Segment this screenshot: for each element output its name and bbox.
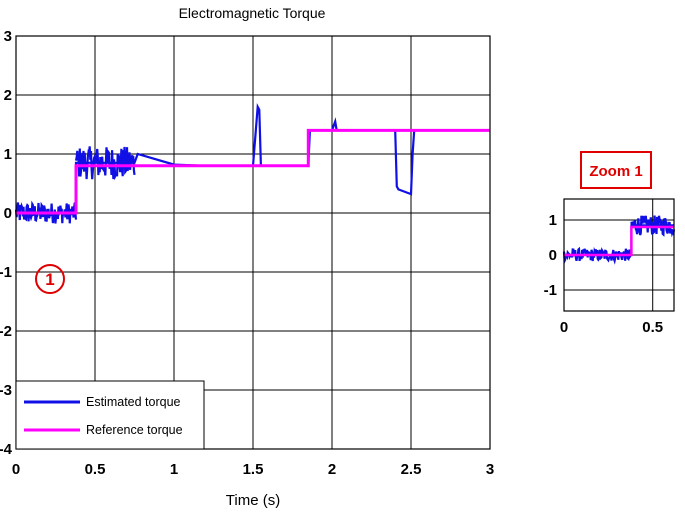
y-tick-label: -2 <box>0 323 12 340</box>
legend-box <box>15 380 205 450</box>
main-series <box>14 102 490 224</box>
x-tick-label: 1 <box>170 461 178 478</box>
legend-label-reference: Reference torque <box>86 423 183 437</box>
y-tick-label: -1 <box>0 264 12 281</box>
x-tick-label: 2 <box>328 461 336 478</box>
x-tick-label: 2.5 <box>401 461 422 478</box>
chart-title: Electromagnetic Torque <box>179 5 326 21</box>
series-reference-torque <box>564 225 674 257</box>
x-tick-label: 3 <box>486 461 494 478</box>
y-tick-label: 1 <box>4 146 12 163</box>
zoom-ticks: 0 0.5 -1 0 1 <box>544 212 663 336</box>
noise-band <box>562 246 633 266</box>
series-line <box>16 128 490 215</box>
zoom-title-box <box>580 151 652 189</box>
y-tick-label: 0 <box>549 247 557 264</box>
y-tick-label: 2 <box>4 87 12 104</box>
zoom-plot-frame <box>563 198 675 312</box>
y-tick-label: -3 <box>0 382 12 399</box>
y-tick-label: -1 <box>544 282 557 299</box>
annotation-1-label: 1 <box>45 270 54 289</box>
x-tick-label: 0.5 <box>642 319 663 336</box>
main-plot-frame <box>15 35 491 450</box>
x-tick-label: 0 <box>12 461 20 478</box>
annotation-1: 1 <box>35 264 65 294</box>
y-tick-label: 1 <box>549 212 557 229</box>
main-ticks: 0 0.5 1 1.5 2 2.5 3 -4 -3 -2 -1 0 1 2 3 <box>0 28 494 478</box>
noise-band <box>630 215 676 238</box>
series-line <box>564 225 674 257</box>
zoom-inset: Zoom 1 0 0.5 -1 0 1 <box>544 151 676 336</box>
y-tick-label: 3 <box>4 28 12 45</box>
legend-label-estimated: Estimated torque <box>86 395 181 409</box>
zoom-series <box>562 215 676 266</box>
x-tick-label: 1.5 <box>243 461 264 478</box>
x-axis-label: Time (s) <box>226 492 280 509</box>
x-tick-label: 0.5 <box>85 461 106 478</box>
series-reference-torque <box>16 128 490 215</box>
x-tick-label: 0 <box>560 319 568 336</box>
y-tick-label: -4 <box>0 441 13 458</box>
y-tick-label: 0 <box>4 205 12 222</box>
zoom-title: Zoom 1 <box>589 163 642 180</box>
legend: Estimated torque Reference torque <box>15 380 205 450</box>
